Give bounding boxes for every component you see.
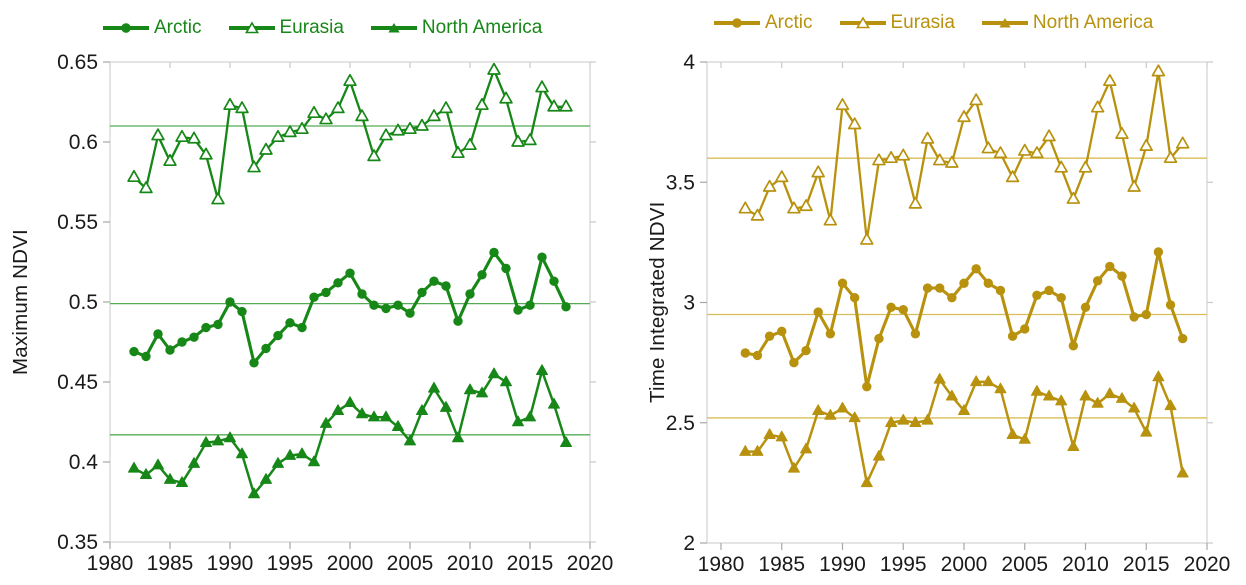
right-y-axis-title: Time Integrated NDVI: [646, 201, 669, 404]
svg-text:2015: 2015: [1123, 553, 1170, 576]
svg-text:1980: 1980: [87, 552, 134, 575]
legend-label: Arctic: [154, 17, 202, 38]
svg-text:2010: 2010: [447, 552, 494, 575]
svg-text:1995: 1995: [267, 552, 314, 575]
filled-circle-marker-icon: [732, 18, 742, 28]
svg-text:0.5: 0.5: [69, 291, 98, 314]
svg-text:2020: 2020: [567, 552, 614, 575]
left-y-axis-title: Maximum NDVI: [9, 229, 32, 375]
svg-text:1985: 1985: [758, 553, 805, 576]
svg-text:2005: 2005: [1001, 553, 1048, 576]
svg-text:3: 3: [683, 292, 695, 315]
svg-text:2.5: 2.5: [666, 412, 695, 435]
svg-text:2020: 2020: [1184, 553, 1231, 576]
svg-text:0.4: 0.4: [69, 451, 99, 474]
series-north-america: [739, 370, 1189, 488]
svg-text:2000: 2000: [941, 553, 988, 576]
legend-item-north-america: North America: [981, 12, 1154, 34]
svg-text:0.65: 0.65: [57, 51, 98, 74]
legend-label: Eurasia: [890, 12, 955, 33]
svg-text:2005: 2005: [387, 552, 434, 575]
series-arctic: [740, 247, 1188, 392]
legend-right: Arctic Eurasia North America: [714, 12, 1153, 34]
series-north-america: [128, 364, 572, 499]
legend-label: North America: [1032, 12, 1154, 33]
filled-triangle-marker-icon: [388, 23, 400, 33]
filled-triangle-marker-icon: [999, 18, 1011, 28]
filled-circle-marker-icon: [121, 23, 131, 33]
svg-text:2000: 2000: [327, 552, 374, 575]
svg-text:0.55: 0.55: [57, 211, 98, 234]
series-arctic: [129, 247, 571, 368]
legend-item-arctic: Arctic: [103, 17, 202, 39]
svg-text:1990: 1990: [819, 553, 866, 576]
svg-text:1990: 1990: [207, 552, 254, 575]
svg-text:1995: 1995: [880, 553, 927, 576]
legend-label: North America: [421, 17, 543, 38]
open-triangle-marker-icon: [244, 21, 259, 34]
open-triangle-marker-icon: [855, 16, 870, 29]
series-eurasia: [738, 64, 1190, 245]
legend-item-arctic: Arctic: [714, 12, 813, 34]
svg-text:0.35: 0.35: [57, 531, 98, 554]
legend-label: Arctic: [765, 12, 813, 33]
svg-text:2: 2: [683, 532, 695, 555]
svg-text:4: 4: [683, 51, 695, 74]
legend-item-north-america: North America: [370, 17, 543, 39]
legend-item-eurasia: Eurasia: [839, 12, 955, 34]
legend-item-eurasia: Eurasia: [228, 17, 344, 39]
svg-text:0.6: 0.6: [69, 131, 98, 154]
svg-text:0.45: 0.45: [57, 371, 98, 394]
legend-label: Eurasia: [279, 17, 344, 38]
legend-left: Arctic Eurasia North America: [103, 17, 542, 39]
svg-text:2015: 2015: [507, 552, 554, 575]
svg-text:1985: 1985: [147, 552, 194, 575]
svg-text:2010: 2010: [1062, 553, 1109, 576]
series-eurasia: [127, 62, 573, 205]
svg-text:3.5: 3.5: [666, 171, 695, 194]
svg-text:1980: 1980: [698, 553, 745, 576]
